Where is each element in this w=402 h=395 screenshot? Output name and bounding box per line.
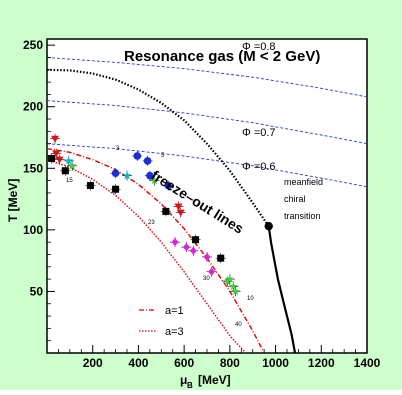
x-tick-label-400: 400 bbox=[128, 356, 148, 370]
y-tick-label-250: 250 bbox=[23, 38, 43, 52]
chiral-label-line-2: chiral bbox=[284, 194, 306, 204]
data-point-25 bbox=[208, 267, 216, 276]
x-axis-label-unit: [MeV] bbox=[198, 373, 231, 387]
freeze-out-group bbox=[46, 147, 265, 354]
data-point-3 bbox=[112, 185, 120, 193]
data-point-24 bbox=[203, 252, 211, 261]
data-point-10 bbox=[174, 203, 183, 211]
data-point-21 bbox=[171, 238, 179, 247]
x-tick-label-800: 800 bbox=[220, 356, 240, 370]
data-point-7 bbox=[51, 135, 59, 143]
data-point-11 bbox=[176, 209, 185, 217]
energy-label-30: 30 bbox=[203, 276, 210, 282]
y-tick-label-50: 50 bbox=[30, 284, 44, 298]
axes-group: 200 400 600 800 1000 1200 1400 50 100 150 200 250 bbox=[23, 38, 381, 370]
energy-label-5: 5 bbox=[161, 153, 165, 159]
data-point-2 bbox=[86, 182, 94, 190]
data-point-9 bbox=[55, 156, 64, 164]
legend-label-a1: a=1 bbox=[165, 305, 184, 317]
x-axis-label-sub: B bbox=[187, 381, 193, 390]
x-axis-label-mu: μ bbox=[180, 373, 187, 387]
energy-label-3: 3 bbox=[116, 146, 120, 152]
x-tick-label-1000: 1000 bbox=[262, 356, 289, 370]
data-point-5 bbox=[192, 236, 200, 244]
data-point-18 bbox=[67, 161, 77, 170]
chiral-transition-solid bbox=[267, 226, 297, 354]
data-point-6 bbox=[217, 254, 225, 262]
data-point-0 bbox=[48, 154, 56, 162]
phi-label-0.7: Φ =0.7 bbox=[242, 127, 276, 139]
y-tick-label-200: 200 bbox=[23, 100, 43, 114]
data-point-8 bbox=[52, 150, 61, 158]
x-tick-label-200: 200 bbox=[83, 356, 103, 370]
y-axis-label: T [MeV] bbox=[6, 179, 20, 222]
critical-point-marker bbox=[264, 221, 273, 231]
chiral-boundary-group bbox=[46, 68, 297, 354]
data-point-27 bbox=[225, 274, 235, 283]
data-point-14 bbox=[143, 157, 152, 165]
data-point-16 bbox=[164, 181, 172, 190]
data-point-26 bbox=[223, 277, 232, 286]
energy-label-23: 23 bbox=[148, 220, 155, 226]
data-point-22 bbox=[182, 243, 190, 252]
phi-curve-1 bbox=[46, 100, 368, 145]
y-tick-label-100: 100 bbox=[23, 223, 43, 237]
freeze-out-line-a3 bbox=[46, 159, 247, 354]
legend-label-a3: a=3 bbox=[165, 326, 184, 338]
phi-curves-group bbox=[46, 57, 368, 188]
phi-label-0.8: Φ =0.8 bbox=[242, 41, 276, 53]
phi-curve-0 bbox=[46, 57, 368, 98]
data-point-1 bbox=[61, 167, 69, 175]
energy-label-40: 40 bbox=[235, 322, 242, 328]
chiral-label-line-3: transition bbox=[284, 211, 321, 221]
data-points-group bbox=[46, 133, 241, 297]
y-tick-label-150: 150 bbox=[23, 161, 43, 175]
data-point-4 bbox=[162, 207, 170, 215]
data-point-15 bbox=[146, 171, 154, 180]
data-point-20 bbox=[150, 176, 159, 185]
data-point-29 bbox=[231, 286, 240, 296]
data-point-19 bbox=[122, 171, 132, 180]
phi-curve-2 bbox=[46, 143, 368, 188]
data-point-28 bbox=[229, 282, 238, 291]
energy-label-10: 10 bbox=[247, 296, 254, 302]
x-tick-label-1400: 1400 bbox=[354, 356, 381, 370]
data-point-12 bbox=[111, 169, 120, 178]
phi-label-0.6: Φ =0.6 bbox=[242, 161, 276, 173]
energy-label-15: 15 bbox=[66, 178, 73, 184]
x-tick-label-600: 600 bbox=[174, 356, 194, 370]
data-point-17 bbox=[64, 156, 73, 165]
chiral-label-line-1: meanfield bbox=[284, 177, 323, 187]
data-point-23 bbox=[189, 246, 197, 255]
plot-area bbox=[46, 38, 368, 354]
chart-title: Resonance gas (M < 2 GeV) bbox=[124, 48, 320, 65]
x-tick-label-1200: 1200 bbox=[308, 356, 335, 370]
data-point-13 bbox=[133, 152, 142, 160]
